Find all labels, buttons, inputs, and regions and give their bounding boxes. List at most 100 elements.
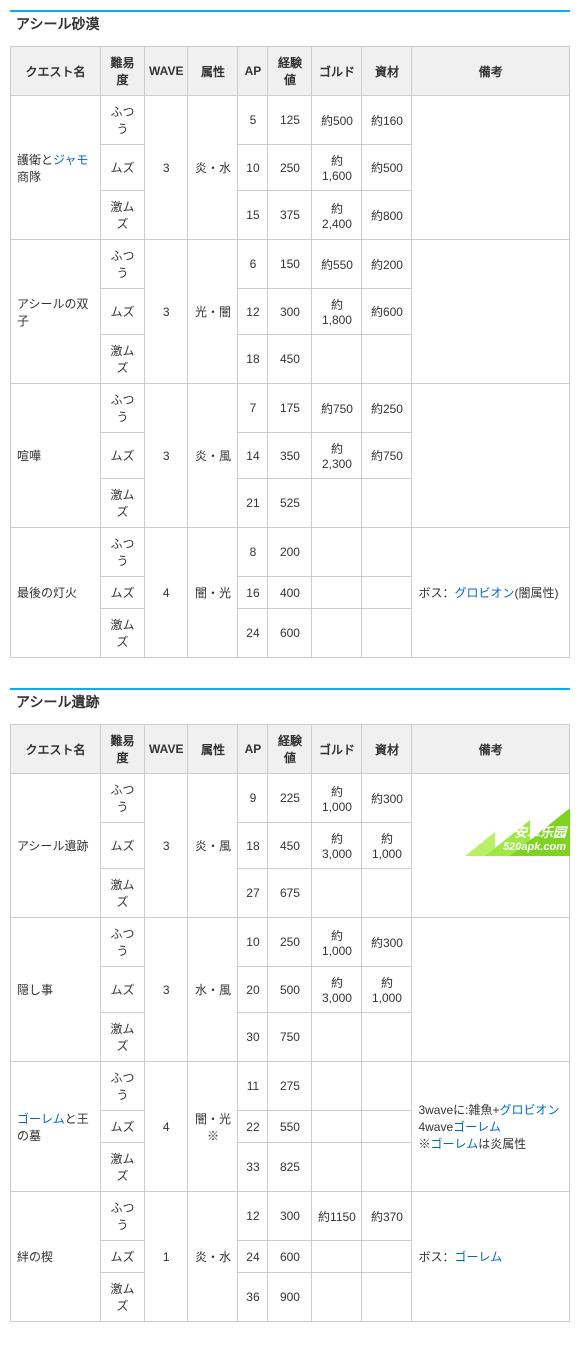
cell-mat: [362, 479, 412, 528]
cell-ap: 18: [238, 823, 268, 869]
remarks: ボス：ゴーレム: [412, 1192, 570, 1322]
cell-exp: 250: [268, 918, 312, 967]
cell-mat: 約1,000: [362, 823, 412, 869]
cell-gold: 約3,000: [312, 823, 362, 869]
cell-exp: 525: [268, 479, 312, 528]
cell-exp: 375: [268, 191, 312, 240]
cell-mat: 約750: [362, 433, 412, 479]
cell-ap: 27: [238, 869, 268, 918]
attribute: 光・闇: [188, 240, 238, 384]
wave: 4: [145, 528, 188, 658]
remarks: [412, 96, 570, 240]
col-header: クエスト名: [11, 47, 101, 96]
section-title: アシール遺跡: [10, 688, 570, 716]
table-row: 護衛とジャモ商隊ふつう3炎・水5125約500約160: [11, 96, 570, 145]
attribute: 炎・水: [188, 1192, 238, 1322]
remarks: ボス：グロビオン(闇属性): [412, 528, 570, 658]
difficulty: ふつう: [101, 528, 145, 577]
attribute: 炎・水: [188, 96, 238, 240]
cell-exp: 675: [268, 869, 312, 918]
difficulty: 激ムズ: [101, 479, 145, 528]
cell-gold: [312, 1062, 362, 1111]
difficulty: ムズ: [101, 577, 145, 609]
remarks: 3waveに:雑魚+グロビオン4waveゴーレム※ゴーレムは炎属性: [412, 1062, 570, 1192]
cell-gold: 約1,600: [312, 145, 362, 191]
cell-mat: 約160: [362, 96, 412, 145]
cell-exp: 450: [268, 823, 312, 869]
cell-mat: 約300: [362, 918, 412, 967]
difficulty: 激ムズ: [101, 869, 145, 918]
quest-table: クエスト名難易度WAVE属性AP経験値ゴルド資材備考アシール遺跡ふつう3炎・風9…: [10, 724, 570, 1322]
cell-gold: [312, 1111, 362, 1143]
cell-gold: 約1,000: [312, 918, 362, 967]
quest-name: 絆の楔: [11, 1192, 101, 1322]
attribute: 闇・光: [188, 528, 238, 658]
cell-mat: [362, 1143, 412, 1192]
difficulty: ムズ: [101, 1111, 145, 1143]
cell-exp: 350: [268, 433, 312, 479]
cell-ap: 24: [238, 1241, 268, 1273]
table-row: ゴーレムと王の墓ふつう4闇・光※112753waveに:雑魚+グロビオン4wav…: [11, 1062, 570, 1111]
cell-mat: 約600: [362, 289, 412, 335]
col-header: 経験値: [268, 47, 312, 96]
cell-ap: 12: [238, 1192, 268, 1241]
cell-ap: 10: [238, 918, 268, 967]
cell-mat: [362, 528, 412, 577]
difficulty: ムズ: [101, 823, 145, 869]
cell-ap: 22: [238, 1111, 268, 1143]
cell-gold: 約1150: [312, 1192, 362, 1241]
quest-table: クエスト名難易度WAVE属性AP経験値ゴルド資材備考護衛とジャモ商隊ふつう3炎・…: [10, 46, 570, 658]
col-header: ゴルド: [312, 725, 362, 774]
col-header: 資材: [362, 725, 412, 774]
cell-mat: [362, 609, 412, 658]
cell-ap: 16: [238, 577, 268, 609]
cell-mat: 約200: [362, 240, 412, 289]
cell-exp: 900: [268, 1273, 312, 1322]
table-row: アシールの双子ふつう3光・闇6150約550約200: [11, 240, 570, 289]
wave: 4: [145, 1062, 188, 1192]
attribute: 炎・風: [188, 774, 238, 918]
cell-mat: [362, 335, 412, 384]
difficulty: 激ムズ: [101, 609, 145, 658]
cell-ap: 12: [238, 289, 268, 335]
wave: 3: [145, 774, 188, 918]
cell-mat: [362, 1241, 412, 1273]
cell-ap: 6: [238, 240, 268, 289]
table-row: アシール遺跡ふつう3炎・風9225約1,000約300: [11, 774, 570, 823]
cell-gold: [312, 1241, 362, 1273]
difficulty: 激ムズ: [101, 1013, 145, 1062]
quest-name: ゴーレムと王の墓: [11, 1062, 101, 1192]
cell-gold: [312, 577, 362, 609]
wave: 3: [145, 240, 188, 384]
difficulty: ムズ: [101, 289, 145, 335]
col-header: AP: [238, 47, 268, 96]
section: アシール遺跡クエスト名難易度WAVE属性AP経験値ゴルド資材備考アシール遺跡ふつ…: [10, 688, 570, 1322]
remarks: [412, 918, 570, 1062]
cell-ap: 7: [238, 384, 268, 433]
table-row: 絆の楔ふつう1炎・水12300約1150約370ボス：ゴーレム: [11, 1192, 570, 1241]
cell-gold: 約1,000: [312, 774, 362, 823]
cell-exp: 200: [268, 528, 312, 577]
cell-exp: 300: [268, 1192, 312, 1241]
cell-exp: 450: [268, 335, 312, 384]
cell-ap: 33: [238, 1143, 268, 1192]
col-header: WAVE: [145, 47, 188, 96]
col-header: WAVE: [145, 725, 188, 774]
cell-gold: [312, 869, 362, 918]
table-row: 最後の灯火ふつう4闇・光8200ボス：グロビオン(闇属性): [11, 528, 570, 577]
col-header: 難易度: [101, 725, 145, 774]
cell-ap: 24: [238, 609, 268, 658]
difficulty: ふつう: [101, 774, 145, 823]
col-header: クエスト名: [11, 725, 101, 774]
cell-gold: 約750: [312, 384, 362, 433]
cell-gold: [312, 609, 362, 658]
cell-gold: [312, 1273, 362, 1322]
cell-exp: 600: [268, 1241, 312, 1273]
cell-gold: [312, 479, 362, 528]
difficulty: ムズ: [101, 967, 145, 1013]
cell-mat: [362, 1013, 412, 1062]
cell-mat: 約370: [362, 1192, 412, 1241]
wave: 1: [145, 1192, 188, 1322]
col-header: 資材: [362, 47, 412, 96]
section: アシール砂漠クエスト名難易度WAVE属性AP経験値ゴルド資材備考護衛とジャモ商隊…: [10, 10, 570, 658]
